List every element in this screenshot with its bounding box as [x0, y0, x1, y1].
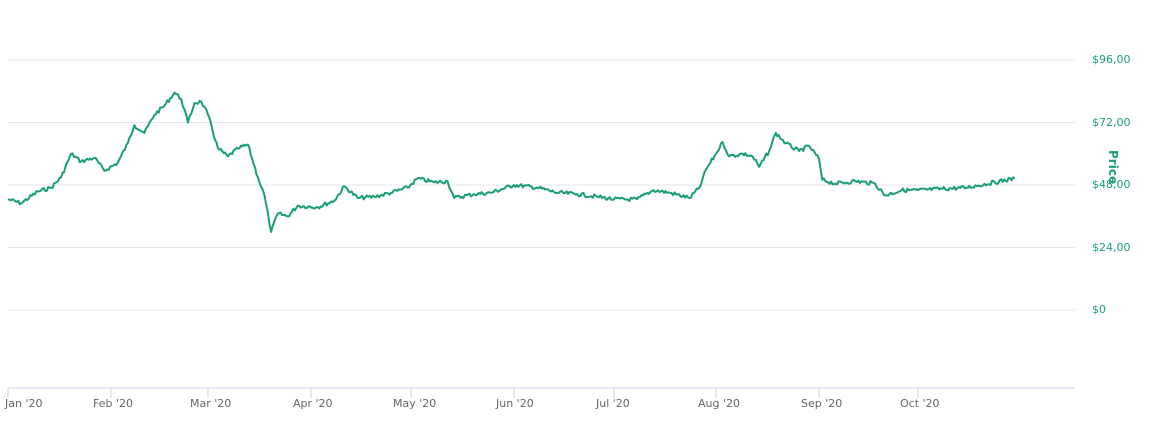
price-series-line: [7, 91, 1016, 233]
x-tick-label: Jun '20: [496, 397, 534, 410]
x-tick-label: May '20: [393, 397, 437, 410]
x-tick-label: Aug '20: [698, 397, 740, 410]
y-tick-label: $48,00: [1092, 178, 1131, 191]
x-tick-label: Oct '20: [900, 397, 940, 410]
grid-lines: [8, 59, 1075, 311]
y-axis-title: Price: [1106, 150, 1120, 185]
y-tick-label: $0: [1092, 303, 1106, 316]
x-axis-ticks: [7, 388, 919, 398]
x-tick-label: Apr '20: [293, 397, 333, 410]
y-tick-label: $96,00: [1092, 53, 1131, 66]
x-tick-label: Jan '20: [5, 397, 43, 410]
x-tick-label: Feb '20: [93, 397, 133, 410]
y-tick-label: $24,00: [1092, 240, 1131, 254]
x-tick-label: Jul '20: [596, 397, 630, 410]
y-tick-label: $72,00: [1092, 115, 1131, 129]
x-tick-label: Sep '20: [801, 397, 843, 410]
x-tick-label: Mar '20: [190, 397, 232, 410]
